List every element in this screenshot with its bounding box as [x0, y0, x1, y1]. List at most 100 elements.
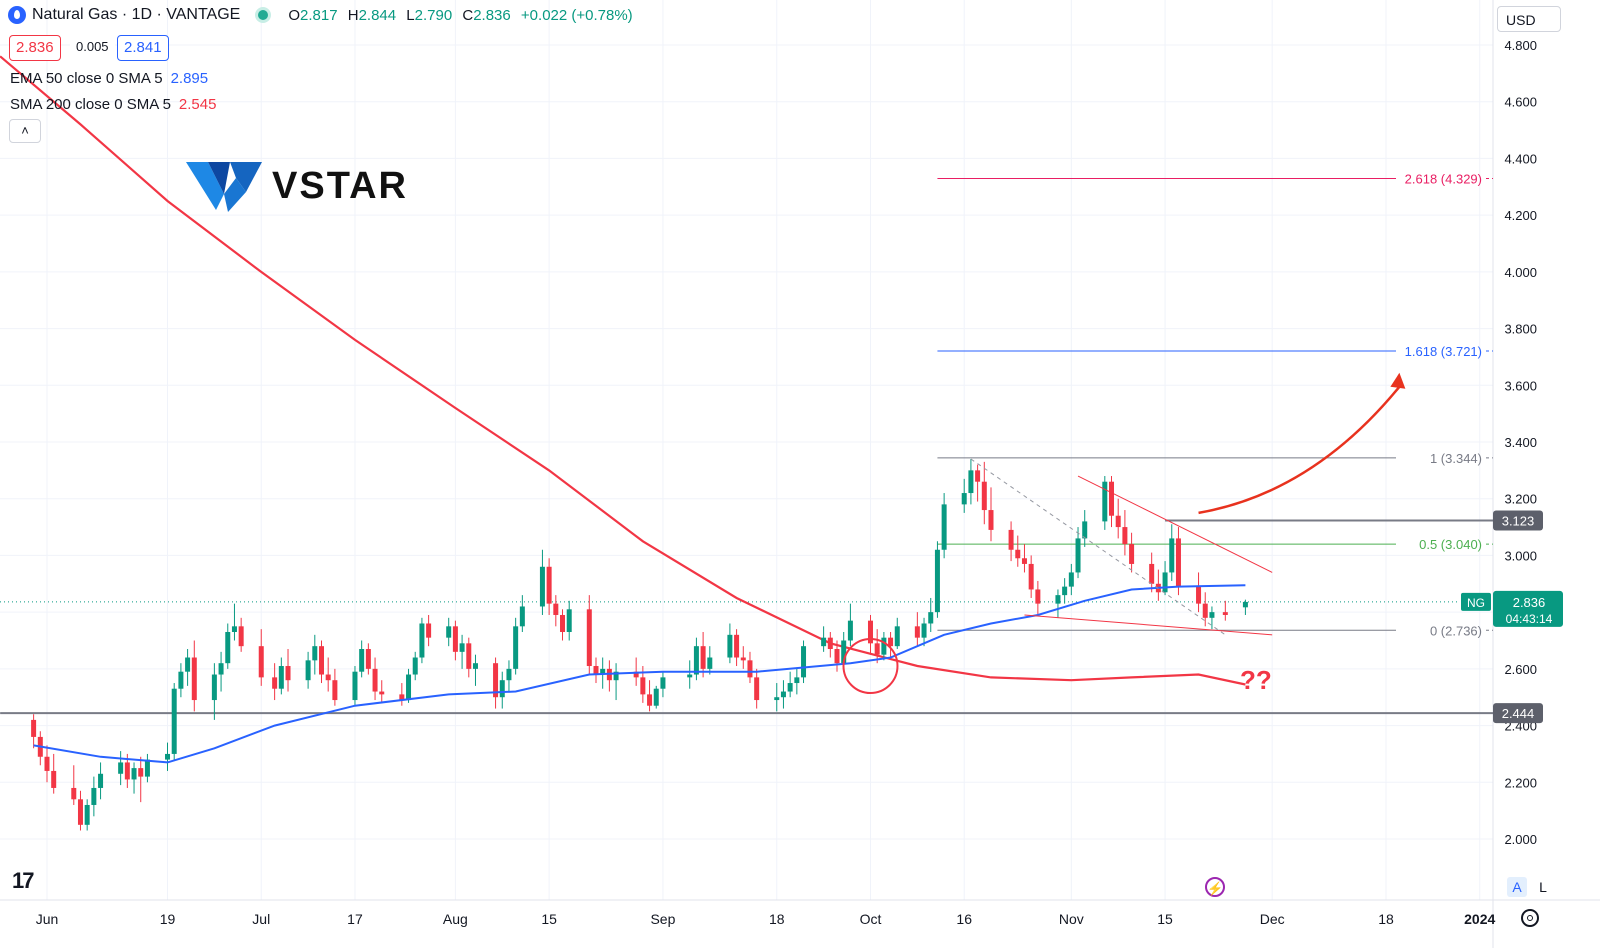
candle-body [1008, 529, 1014, 550]
x-tick-label: Nov [1059, 911, 1084, 927]
symbol-title[interactable]: Natural Gas · 1D · VANTAGE [32, 6, 241, 23]
x-tick-label: 15 [1157, 911, 1173, 927]
candle-body [519, 606, 525, 627]
candle-body [847, 620, 853, 641]
candle-body [774, 697, 780, 701]
crossover-circle [842, 638, 899, 695]
candle-body [821, 637, 827, 647]
candle-body [707, 657, 713, 669]
candle-body [225, 631, 231, 664]
candle-body [827, 637, 833, 650]
auto-scale-button[interactable]: A [1507, 877, 1527, 897]
candle-body [1075, 538, 1081, 573]
candle-body [1129, 544, 1135, 564]
candle-body [185, 657, 191, 672]
vstar-logo-icon [186, 162, 262, 212]
candle-body [1162, 572, 1168, 593]
candle-body [426, 623, 432, 638]
candle-body [841, 640, 847, 664]
y-tick-label: 2.000 [1504, 832, 1537, 847]
symbol-header: Natural Gas · 1D · VANTAGE O2.817 H2.844… [8, 6, 633, 24]
x-tick-label: 2024 [1464, 911, 1495, 927]
candle-body [499, 680, 505, 698]
candle-body [84, 804, 90, 825]
candle-body [700, 646, 706, 669]
candle-body [51, 770, 57, 788]
candle-body [653, 688, 659, 706]
candles-group [31, 459, 1248, 831]
y-tick-label: 3.000 [1504, 548, 1537, 563]
candle-body [1122, 527, 1128, 545]
candle-body [1169, 538, 1175, 573]
candle-body [399, 694, 405, 701]
candle-body [459, 643, 465, 652]
sma-indicator-legend[interactable]: SMA 200 close 0 SMA 5 2.545 [10, 96, 216, 113]
candle-body [1015, 549, 1021, 559]
candle-body [1055, 595, 1061, 604]
collapse-legend-button[interactable]: ˄ [9, 119, 41, 143]
ema-indicator-legend[interactable]: EMA 50 close 0 SMA 5 2.895 [10, 70, 208, 87]
candle-body [118, 762, 124, 774]
candle-body [1202, 603, 1208, 618]
candle-body [961, 493, 967, 505]
candle-body [352, 671, 358, 701]
candle-body [941, 504, 947, 550]
candle-body [874, 643, 880, 655]
x-tick-label: Dec [1260, 911, 1285, 927]
horizontal-level-label: 2.444 [1502, 706, 1535, 721]
change-value: +0.022 (+0.78%) [520, 6, 633, 24]
y-tick-label: 4.400 [1504, 151, 1537, 166]
close-label: C [462, 6, 474, 24]
candle-body [71, 787, 77, 800]
candle-body [144, 759, 150, 777]
fib-level-label: 0.5 (3.040) [1419, 537, 1482, 552]
candle-body [1196, 586, 1202, 604]
candle-body [1175, 538, 1181, 587]
candle-body [613, 671, 619, 681]
candle-body [238, 626, 244, 647]
candle-countdown-label: 04:43:14 [1506, 612, 1553, 626]
sma-indicator-label: SMA 200 close 0 SMA 5 [10, 96, 171, 113]
ema50-line [33, 584, 1246, 764]
currency-select[interactable]: USD [1497, 6, 1561, 32]
candle-body [1109, 481, 1115, 516]
y-tick-label: 3.600 [1504, 378, 1537, 393]
horizontal-level-tag [1493, 510, 1543, 531]
candle-body [165, 753, 171, 760]
candle-body [325, 674, 331, 681]
log-scale-button[interactable]: L [1539, 879, 1547, 895]
candle-body [278, 666, 284, 689]
candle-body [372, 668, 378, 692]
candle-body [734, 634, 740, 658]
candle-body [171, 688, 177, 754]
ema-indicator-value: 2.895 [170, 70, 209, 87]
candle-body [975, 470, 981, 482]
y-tick-label: 4.200 [1504, 208, 1537, 223]
candle-body [660, 677, 666, 689]
horizontal-level-label: 3.123 [1502, 514, 1535, 529]
tradingview-logo[interactable]: 17 [12, 868, 35, 893]
buy-price-button[interactable]: 2.841 [117, 35, 169, 61]
candle-body [131, 768, 137, 780]
candle-body [218, 663, 224, 675]
sell-price-button[interactable]: 2.836 [9, 35, 61, 61]
candle-body [640, 677, 646, 695]
settings-gear-icon[interactable] [1521, 909, 1539, 927]
candle-body [794, 677, 800, 684]
candle-body [365, 649, 371, 669]
candle-body [285, 666, 291, 681]
candle-body [787, 683, 793, 692]
candle-body [553, 603, 559, 615]
lightning-icon[interactable]: ⚡ [1205, 877, 1225, 897]
candle-body [968, 470, 974, 494]
candle-body [472, 663, 478, 669]
y-tick-label: 4.800 [1504, 38, 1537, 53]
symbol-tag [1461, 592, 1491, 611]
candle-body [318, 646, 324, 675]
fib-level-label: 2.618 (4.329) [1405, 172, 1482, 187]
y-tick-label: 4.600 [1504, 95, 1537, 110]
candle-body [305, 660, 311, 681]
candle-body [747, 660, 753, 678]
candle-body [921, 623, 927, 638]
